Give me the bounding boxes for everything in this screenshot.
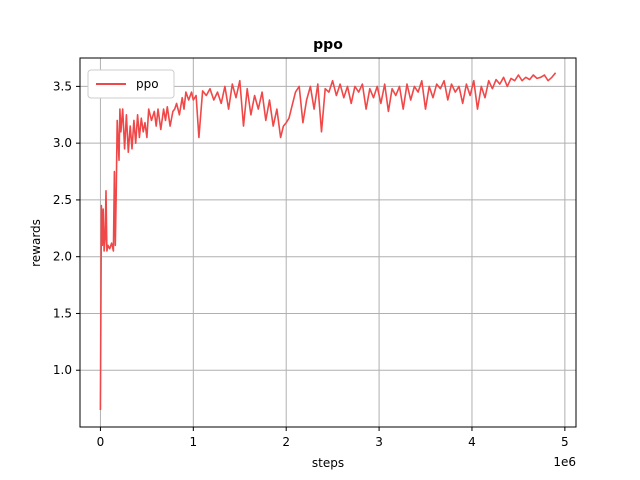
plot-frame bbox=[79, 57, 577, 428]
y-axis-ticks: 1.0 1.5 2.0 2.5 3.0 3.5 bbox=[53, 79, 80, 377]
x-axis-label: steps bbox=[312, 456, 344, 470]
series-line-ppo bbox=[99, 72, 557, 411]
chart-title: ppo bbox=[313, 37, 343, 53]
plot-area bbox=[99, 72, 557, 411]
y-tick-label: 3.0 bbox=[53, 136, 72, 150]
y-tick-label: 1.5 bbox=[53, 306, 72, 320]
legend-label-ppo: ppo bbox=[136, 77, 159, 91]
y-axis-label: rewards bbox=[29, 219, 43, 267]
legend: ppo bbox=[87, 69, 175, 99]
y-tick-label: 3.5 bbox=[53, 79, 72, 93]
x-tick-label: 3 bbox=[375, 435, 383, 449]
x-offset-label: 1e6 bbox=[553, 455, 576, 469]
x-tick-label: 0 bbox=[97, 435, 105, 449]
y-tick-label: 2.5 bbox=[53, 193, 72, 207]
x-tick-label: 5 bbox=[561, 435, 569, 449]
x-axis-ticks: 0 1 2 3 4 5 bbox=[97, 427, 569, 449]
y-tick-label: 1.0 bbox=[53, 363, 72, 377]
y-tick-label: 2.0 bbox=[53, 250, 72, 264]
x-tick-label: 1 bbox=[189, 435, 197, 449]
legend-box bbox=[87, 69, 175, 99]
x-tick-label: 4 bbox=[468, 435, 476, 449]
x-tick-label: 2 bbox=[282, 435, 290, 449]
